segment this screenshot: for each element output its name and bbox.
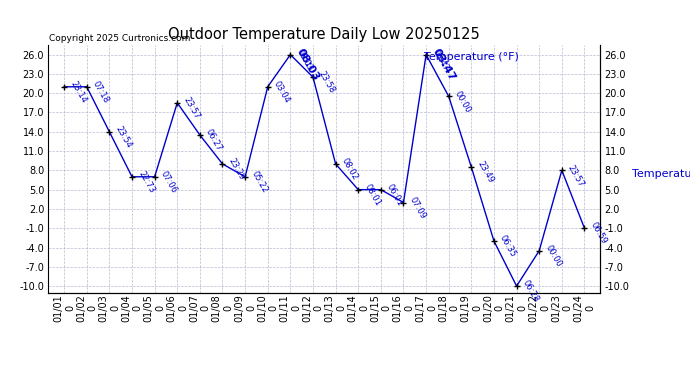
Text: 06:01: 06:01 xyxy=(385,182,405,207)
Text: 07:06: 07:06 xyxy=(159,170,179,195)
Text: 03:47: 03:47 xyxy=(431,47,450,73)
Text: 00:00: 00:00 xyxy=(453,89,473,114)
Text: 23:29: 23:29 xyxy=(226,157,246,182)
Text: 00:00: 00:00 xyxy=(544,243,563,268)
Text: 23:57: 23:57 xyxy=(566,163,586,188)
Text: 23:57: 23:57 xyxy=(181,96,201,121)
Text: 08:03: 08:03 xyxy=(295,47,315,73)
Text: 08:01: 08:01 xyxy=(362,182,382,207)
Y-axis label: Temperature (°F): Temperature (°F) xyxy=(632,169,690,179)
Text: 23:14: 23:14 xyxy=(68,80,88,105)
Text: 03:04: 03:04 xyxy=(272,80,292,105)
Text: 08:03: 08:03 xyxy=(295,47,321,82)
Text: 22:73: 22:73 xyxy=(136,170,156,195)
Text: 23:49: 23:49 xyxy=(475,160,495,185)
Text: Temperature (°F): Temperature (°F) xyxy=(424,53,519,62)
Text: 06:27: 06:27 xyxy=(204,128,224,153)
Text: 07:09: 07:09 xyxy=(408,195,427,220)
Text: 07:18: 07:18 xyxy=(91,80,110,105)
Text: 08:02: 08:02 xyxy=(339,157,359,182)
Text: 03:47: 03:47 xyxy=(431,47,457,82)
Text: 06:35: 06:35 xyxy=(498,234,518,259)
Text: 06:59: 06:59 xyxy=(589,221,609,246)
Text: 23:58: 23:58 xyxy=(317,70,337,95)
Title: Outdoor Temperature Daily Low 20250125: Outdoor Temperature Daily Low 20250125 xyxy=(168,27,480,42)
Text: 23:54: 23:54 xyxy=(114,124,133,150)
Text: Copyright 2025 Curtronics.com: Copyright 2025 Curtronics.com xyxy=(49,33,190,42)
Text: 06:28: 06:28 xyxy=(521,279,540,304)
Text: 05:22: 05:22 xyxy=(249,170,269,195)
